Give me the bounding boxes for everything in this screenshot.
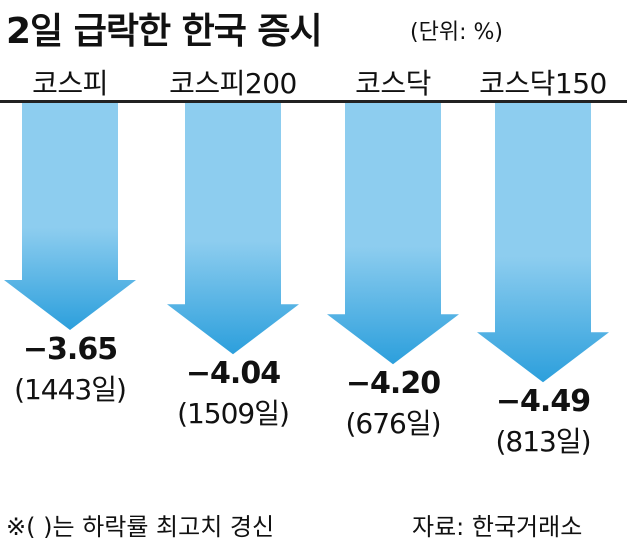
value-label-kosdaq150: −4.49 (495, 384, 591, 420)
value-label-kosdaq: −4.20 (345, 366, 441, 402)
unit-label: (단위: %) (410, 20, 503, 45)
footnote: ※( )는 하락률 최고치 경신 (6, 513, 275, 541)
arrow-bar-kospi200 (167, 103, 299, 355)
arrow-bar-kosdaq150 (477, 103, 609, 383)
days-label-kosdaq: (676일) (345, 407, 441, 441)
source-note: 자료: 한국거래소 (412, 513, 583, 541)
value-label-kospi: −3.65 (22, 332, 118, 368)
category-label-kospi: 코스피 (32, 67, 108, 100)
days-label-kosdaq150: (813일) (495, 425, 591, 459)
arrow-bar-kospi (4, 103, 136, 331)
days-label-kospi: (1443일) (14, 373, 127, 407)
category-label-kosdaq150: 코스닥150 (479, 67, 607, 100)
chart-title: 2일 급락한 한국 증시 (6, 11, 323, 52)
baseline-rule (0, 100, 627, 103)
arrow-bar-kosdaq (327, 103, 459, 365)
category-label-kosdaq: 코스닥 (355, 67, 431, 100)
days-label-kospi200: (1509일) (177, 397, 290, 431)
category-label-kospi200: 코스피200 (169, 67, 297, 100)
value-label-kospi200: −4.04 (185, 356, 281, 392)
